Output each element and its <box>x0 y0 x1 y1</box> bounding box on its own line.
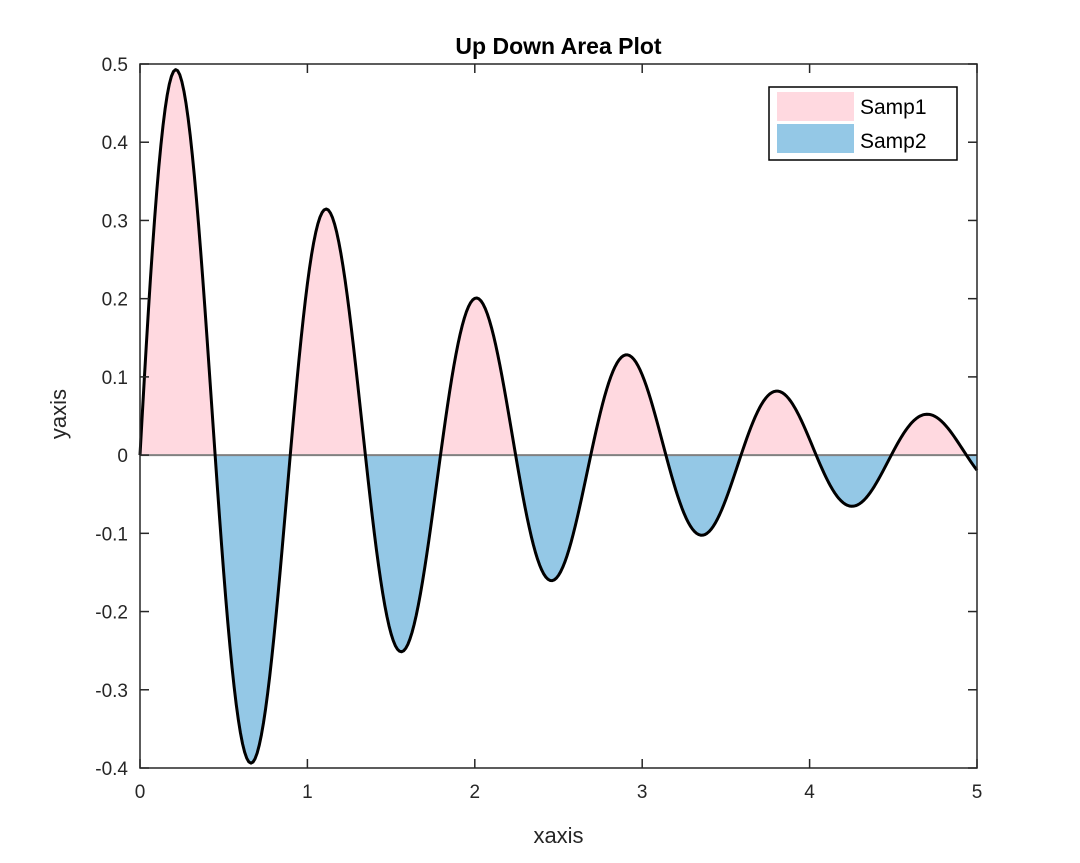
legend: Samp1 Samp2 <box>768 86 958 161</box>
y-tick-label-8: 0.4 <box>102 133 129 154</box>
negative-lobe-3 <box>365 455 441 652</box>
y-tick-label-2: -0.2 <box>95 603 128 624</box>
plot-axes-box <box>139 63 978 769</box>
x-axis-title: xaxis <box>533 823 583 848</box>
y-tick-label-0: -0.4 <box>95 759 128 780</box>
negative-lobe-5 <box>515 455 591 581</box>
x-tick-label-0: 0 <box>135 782 146 803</box>
chart-title: Up Down Area Plot <box>455 33 661 59</box>
legend-label-samp2: Samp2 <box>860 130 927 153</box>
y-axis-title: yaxis <box>46 389 71 439</box>
x-tick-label-2: 2 <box>470 782 481 803</box>
x-tick-label-3: 3 <box>637 782 648 803</box>
y-axis-ticks: -0.4 -0.3 -0.2 -0.1 0 0.1 0.2 0.3 0.4 0.5 <box>95 55 977 780</box>
y-tick-label-5: 0.1 <box>102 368 128 389</box>
positive-lobe-8 <box>741 391 817 456</box>
y-tick-label-4: 0 <box>117 446 128 467</box>
positive-lobe-4 <box>440 298 516 456</box>
positive-lobe-2 <box>290 208 366 456</box>
x-tick-label-1: 1 <box>302 782 313 803</box>
negative-lobe-1 <box>215 455 291 764</box>
x-tick-label-5: 5 <box>972 782 983 803</box>
y-tick-label-3: -0.1 <box>95 524 128 545</box>
x-axis-ticks: 0 1 2 3 4 5 <box>135 64 983 803</box>
x-tick-label-4: 4 <box>804 782 815 803</box>
area-fill-layer <box>140 69 977 764</box>
series-curve-line <box>138 68 979 765</box>
y-tick-label-7: 0.3 <box>102 211 128 232</box>
y-tick-label-9: 0.5 <box>102 55 128 76</box>
negative-lobe-9 <box>816 455 892 507</box>
legend-swatch-samp2 <box>777 124 854 153</box>
positive-lobe-10 <box>891 414 967 456</box>
positive-lobe-0 <box>140 69 216 456</box>
negative-lobe-7 <box>665 455 742 536</box>
positive-lobe-6 <box>590 354 666 456</box>
legend-label-samp1: Samp1 <box>860 96 927 119</box>
y-tick-label-6: 0.2 <box>102 290 128 311</box>
legend-swatch-samp1 <box>777 92 854 121</box>
y-tick-label-1: -0.3 <box>95 681 128 702</box>
